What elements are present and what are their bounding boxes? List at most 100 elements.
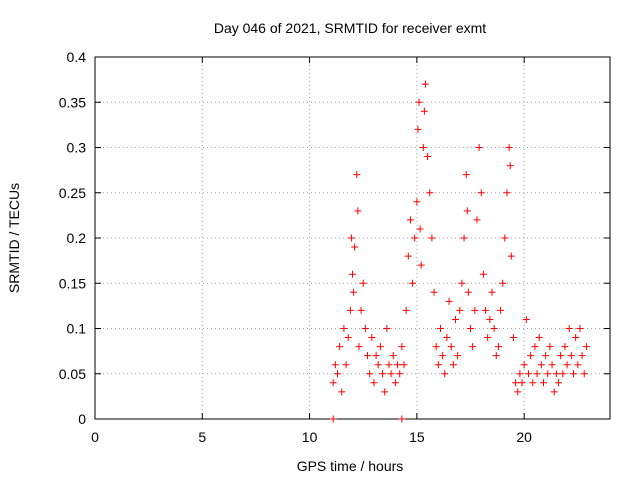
data-point	[456, 306, 464, 314]
data-point	[555, 379, 562, 387]
data-point	[561, 343, 569, 351]
data-point	[533, 370, 541, 378]
data-point	[430, 288, 438, 296]
data-point	[411, 234, 419, 242]
data-point	[570, 370, 578, 378]
data-point	[351, 243, 359, 251]
data-point	[488, 288, 496, 296]
data-point	[379, 370, 387, 378]
data-point	[582, 343, 590, 351]
y-axis-label: SRMTID / TECUs	[6, 183, 22, 293]
data-point	[445, 297, 453, 305]
data-point	[398, 343, 406, 351]
y-tick-label: 0.4	[67, 49, 87, 65]
data-point	[331, 361, 339, 369]
data-point	[505, 144, 513, 151]
y-tick-label: 0.15	[59, 275, 86, 291]
data-point	[518, 379, 526, 387]
data-point	[548, 361, 556, 369]
data-point	[463, 207, 471, 215]
data-point	[479, 270, 487, 278]
data-point	[557, 352, 565, 360]
data-point	[366, 370, 374, 378]
data-point	[426, 189, 434, 197]
data-point	[391, 379, 399, 387]
data-point	[464, 288, 472, 296]
data-point	[420, 107, 428, 115]
data-point	[415, 98, 423, 106]
data-point	[342, 361, 350, 369]
data-point	[340, 325, 348, 332]
data-point	[419, 144, 427, 151]
data-point	[409, 279, 417, 287]
data-point	[565, 325, 573, 332]
data-point	[398, 415, 406, 423]
data-point	[347, 234, 355, 242]
x-tick-label: 20	[516, 429, 532, 445]
data-point	[421, 80, 429, 88]
data-point	[546, 343, 554, 351]
data-point	[497, 306, 505, 314]
data-point	[482, 306, 490, 314]
data-point	[563, 361, 571, 369]
data-point	[374, 361, 382, 369]
data-point	[376, 343, 384, 351]
data-point	[514, 388, 522, 396]
data-points	[329, 80, 590, 423]
data-point	[576, 325, 584, 332]
data-point	[580, 370, 588, 378]
y-tick-label: 0	[78, 411, 86, 427]
data-point	[552, 370, 560, 378]
data-point	[578, 352, 586, 360]
data-point	[449, 361, 457, 369]
data-point	[370, 379, 378, 387]
data-point	[492, 352, 500, 360]
data-point	[394, 361, 402, 369]
data-point	[512, 379, 520, 387]
data-point	[535, 334, 543, 342]
data-point	[454, 352, 462, 360]
data-point	[413, 198, 421, 206]
data-point	[567, 352, 575, 360]
data-point	[383, 325, 391, 332]
data-point	[406, 216, 414, 224]
y-tick-label: 0.3	[67, 140, 87, 156]
y-tick-label: 0.2	[67, 230, 87, 246]
data-point	[359, 279, 367, 287]
data-point	[434, 361, 442, 369]
data-point	[417, 261, 425, 269]
data-point	[539, 379, 547, 387]
data-point	[436, 325, 444, 332]
x-tick-label: 15	[409, 429, 425, 445]
data-point	[447, 343, 455, 351]
data-point	[475, 144, 483, 151]
data-point	[506, 162, 514, 170]
data-point	[354, 207, 362, 215]
data-point	[344, 334, 352, 342]
data-point	[329, 379, 337, 387]
data-point	[503, 189, 511, 197]
data-point	[428, 234, 436, 242]
data-point	[520, 361, 528, 369]
data-point	[381, 388, 389, 396]
data-point	[509, 334, 517, 342]
data-point	[443, 334, 451, 342]
data-point	[424, 153, 432, 161]
data-point	[333, 370, 341, 378]
data-point	[361, 325, 369, 332]
data-point	[537, 361, 545, 369]
data-point	[484, 334, 492, 342]
data-point	[522, 315, 530, 323]
data-point	[400, 361, 408, 369]
data-point	[372, 352, 380, 360]
data-point	[462, 171, 470, 179]
data-point	[460, 234, 468, 242]
data-point	[544, 370, 552, 378]
data-point	[402, 306, 410, 314]
data-point	[469, 343, 477, 351]
data-point	[574, 361, 582, 369]
data-point	[432, 343, 440, 351]
y-tick-label: 0.05	[59, 366, 86, 382]
data-point	[486, 315, 494, 323]
